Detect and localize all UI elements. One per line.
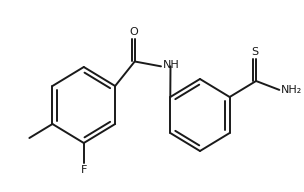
Text: NH: NH	[163, 60, 180, 70]
Text: F: F	[81, 165, 87, 175]
Text: NH₂: NH₂	[281, 85, 302, 95]
Text: O: O	[129, 27, 138, 37]
Text: S: S	[251, 47, 258, 57]
